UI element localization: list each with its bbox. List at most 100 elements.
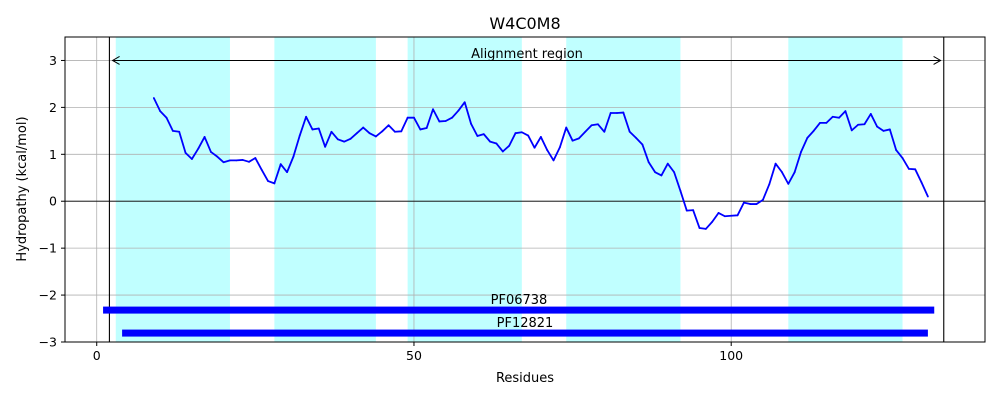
hydropathy-point	[457, 109, 460, 112]
hydropathy-point	[825, 121, 828, 124]
hydropathy-point	[470, 122, 472, 125]
domain-label-pf12821: PF12821	[497, 316, 554, 331]
hydropathy-point	[451, 116, 453, 119]
hydropathy-point	[229, 159, 231, 162]
hydropathy-point	[438, 120, 441, 123]
hydropathy-point	[387, 124, 390, 127]
hydropathy-point	[381, 130, 384, 133]
hydropathy-point	[704, 228, 707, 230]
hydropathy-point	[171, 129, 174, 132]
hydropathy-point	[907, 167, 910, 170]
hydropathy-point	[717, 212, 720, 214]
marks-layer	[65, 37, 985, 342]
hydropathy-point	[273, 182, 276, 185]
hydropathy-point	[628, 130, 631, 133]
hydropathy-point	[527, 134, 530, 137]
tm-region-5	[788, 37, 903, 342]
hydropathy-point	[539, 136, 542, 138]
y-tick-label: 1	[49, 147, 57, 162]
hydropathy-point	[210, 151, 212, 153]
hydropathy-point	[901, 157, 904, 159]
hydropathy-point	[152, 97, 155, 99]
text-layer: W4C0M8 Residues Hydropathy (kcal/mol) Al…	[15, 14, 583, 386]
hydropathy-point	[819, 121, 821, 124]
hydropathy-point	[584, 130, 587, 133]
hydropathy-point	[546, 149, 549, 151]
hydropathy-point	[495, 142, 498, 145]
hydropathy-point	[520, 131, 523, 134]
tm-band-layer	[115, 37, 903, 342]
hydropathy-point	[489, 140, 492, 143]
hydropathy-point	[514, 132, 517, 135]
y-tick-label: 3	[49, 53, 57, 68]
hydropathy-point	[920, 181, 923, 184]
hydropathy-point	[279, 163, 282, 166]
hydropathy-point	[432, 108, 434, 111]
hydropathy-point	[768, 183, 771, 186]
domain-bar-pf12821	[122, 329, 928, 337]
hydropathy-point	[812, 129, 815, 132]
hydropathy-point	[254, 157, 257, 159]
hydropathy-point	[711, 220, 714, 223]
hydropathy-point	[394, 130, 396, 133]
domain-label-pf06738: PF06738	[491, 293, 548, 308]
hydropathy-point	[165, 116, 168, 119]
hydropathy-point	[787, 182, 790, 185]
hydropathy-point	[603, 130, 606, 133]
hydropathy-point	[660, 174, 663, 177]
hydropathy-point	[216, 155, 219, 158]
hydropathy-point	[197, 147, 200, 150]
hydropathy-point	[222, 161, 225, 164]
hydropathy-point	[558, 146, 561, 149]
hydropathy-point	[248, 160, 250, 163]
hydropathy-point	[159, 110, 162, 113]
hydropathy-point	[888, 128, 891, 131]
hydropathy-point	[184, 152, 187, 154]
plot-frame	[64, 36, 986, 343]
hydropathy-point	[578, 137, 580, 140]
hydropathy-point	[755, 203, 758, 205]
hydropathy-point	[368, 132, 371, 135]
hydropathy-point	[482, 133, 485, 136]
y-tick-label: −3	[39, 335, 57, 350]
hydropathy-point	[317, 127, 320, 130]
hydropathy-point	[850, 129, 853, 132]
hydropathy-point	[330, 130, 333, 133]
hydropathy-point	[413, 116, 415, 119]
hydropathy-point	[679, 190, 682, 192]
y-tick-label: −2	[39, 288, 57, 303]
hydropathy-point	[838, 116, 840, 119]
tm-region-2	[274, 37, 376, 342]
hydropathy-point	[336, 138, 339, 141]
hydropathy-point	[463, 101, 466, 104]
hydropathy-point	[793, 171, 796, 174]
hydropathy-point	[654, 171, 656, 174]
hydropathy-point	[673, 171, 676, 174]
hydropathy-point	[400, 130, 403, 133]
domain-bar-pf06738	[103, 306, 935, 314]
hydropathy-point	[190, 158, 193, 160]
hydropathy-point	[800, 151, 802, 153]
hydropathy-point	[774, 162, 777, 165]
x-tick-label: 50	[406, 348, 422, 363]
hydropathy-point	[635, 136, 637, 139]
hydropathy-point	[324, 145, 327, 148]
hydropathy-point	[571, 139, 574, 142]
hydropathy-point	[876, 125, 879, 128]
hydropathy-point	[730, 214, 733, 217]
hydropathy-point	[355, 132, 358, 135]
hydropathy-point	[698, 227, 701, 229]
alignment-arrow-right-head	[933, 56, 942, 65]
hydropathy-point	[926, 195, 929, 198]
x-tick-label: 0	[93, 348, 101, 363]
hydropathy-point	[305, 115, 308, 118]
tm-region-4	[566, 37, 681, 342]
hydropathy-point	[781, 171, 783, 174]
hydropathy-point	[762, 198, 764, 201]
y-tick-label: −1	[39, 241, 57, 256]
hydropathy-point	[260, 168, 263, 171]
hydropathy-point	[419, 128, 422, 131]
hydropathy-point	[863, 123, 866, 126]
axes-layer: 0 50 100 −3 −2 −1 0 1 2 3	[39, 36, 986, 363]
